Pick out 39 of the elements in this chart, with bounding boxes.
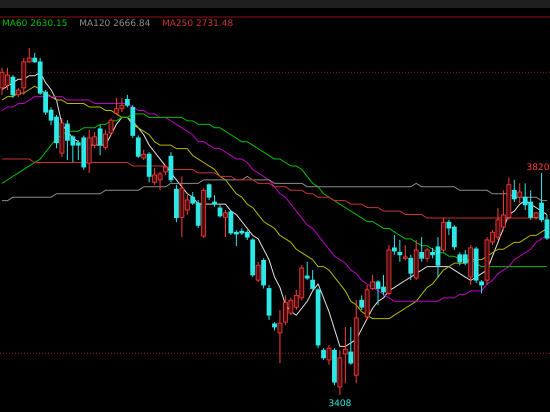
candlestick xyxy=(326,344,332,366)
candlestick xyxy=(342,326,348,384)
candlestick xyxy=(479,280,484,294)
candlestick xyxy=(278,309,282,364)
candlestick xyxy=(512,179,517,203)
annotation: 3408 xyxy=(328,399,352,409)
candlestick xyxy=(141,149,146,161)
candlestick xyxy=(103,129,108,150)
candlestick xyxy=(321,348,326,360)
candlestick xyxy=(424,247,430,262)
candlestick xyxy=(397,239,402,262)
candlestick xyxy=(392,234,397,256)
candlestick xyxy=(348,326,354,366)
candlestick xyxy=(310,270,316,290)
candlestick xyxy=(370,274,375,290)
candlestick xyxy=(223,210,228,238)
candlestick xyxy=(136,134,141,158)
candlestick xyxy=(146,152,152,183)
candlestick xyxy=(517,182,522,204)
candlestick xyxy=(256,261,261,282)
candlestick xyxy=(419,236,424,262)
text: MA250 2731.48 xyxy=(162,19,234,29)
candlestick xyxy=(218,204,222,218)
text: MA60 2630.15 xyxy=(2,19,68,29)
candlestick xyxy=(98,124,102,156)
candlestick xyxy=(108,118,114,136)
candlestick xyxy=(359,294,364,310)
annotation: 3820 xyxy=(526,162,550,173)
candlestick xyxy=(212,194,217,208)
candlestick xyxy=(304,261,310,281)
candlestick xyxy=(408,254,414,281)
text: MA120 2666.84 xyxy=(79,19,151,29)
candlestick xyxy=(402,244,408,261)
candlestick xyxy=(168,152,174,183)
candlestick xyxy=(206,182,212,200)
candlestick xyxy=(124,94,130,108)
candlestick xyxy=(10,74,16,98)
candlestick xyxy=(163,164,168,176)
candlestick xyxy=(16,87,21,98)
